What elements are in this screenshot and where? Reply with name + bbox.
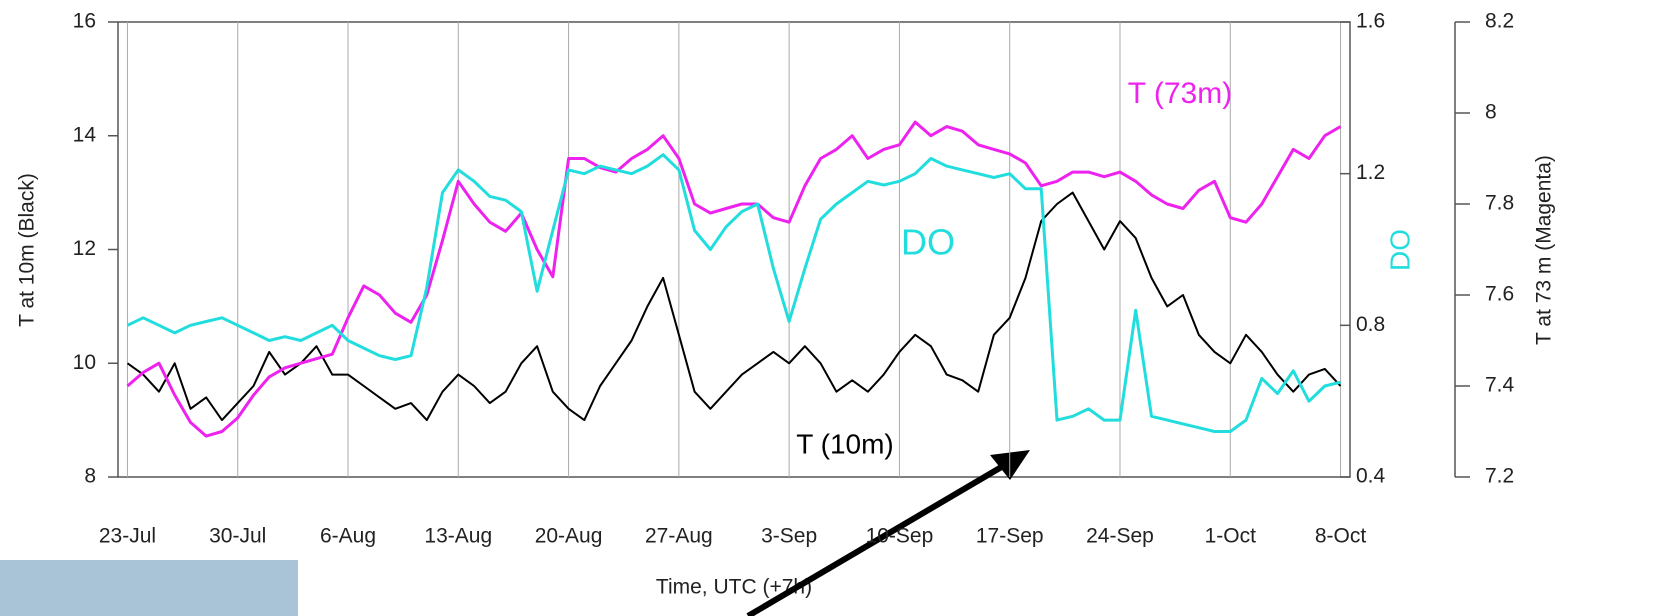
y3-tick-label: 7.6 (1485, 283, 1514, 306)
x-tick-label: 13-Aug (424, 525, 492, 548)
y3-tick-label: 7.8 (1485, 192, 1514, 215)
series-line (126, 191, 1342, 422)
y2-tick-label: 1.2 (1356, 161, 1385, 184)
series-line (126, 120, 1342, 438)
x-tick-label: 30-Jul (209, 525, 266, 548)
series-label: DO (901, 222, 955, 263)
x-tick-label: 24-Sep (1086, 525, 1154, 548)
series-line (126, 153, 1341, 433)
y3-tick-label: 7.2 (1485, 465, 1514, 488)
series-label: T (73m) (1128, 77, 1232, 110)
arrow-shaft (746, 459, 1012, 616)
y2-tick-label: 0.8 (1356, 313, 1385, 336)
x-tick-label: 23-Jul (99, 525, 156, 548)
y-tick-label: 14 (73, 123, 97, 146)
y3-tick-label: 8 (1485, 101, 1497, 124)
x-tick-label: 6-Aug (320, 525, 376, 548)
x-tick-label: 20-Aug (535, 525, 603, 548)
y-tick-label: 16 (73, 10, 96, 33)
y3-tick-label: 7.4 (1485, 374, 1515, 397)
y2-axis-label: DO (1384, 229, 1415, 271)
y-axis-label: T at 10m (Black) (16, 173, 39, 327)
x-tick-label: 27-Aug (645, 525, 713, 548)
x-axis-label: Time, UTC (+7h) (656, 576, 812, 599)
y-tick-label: 12 (73, 237, 96, 260)
series-label: T (10m) (796, 428, 894, 459)
x-tick-label: 8-Oct (1315, 525, 1367, 548)
y-tick-label: 10 (73, 351, 96, 374)
y3-axis-label: T at 73 m (Magenta) (1533, 155, 1556, 345)
y2-tick-label: 0.4 (1356, 465, 1386, 488)
x-tick-label: 10-Sep (866, 525, 934, 548)
photo-fragment (0, 560, 298, 616)
x-tick-label: 17-Sep (976, 525, 1044, 548)
y2-tick-label: 1.6 (1356, 10, 1385, 33)
y3-tick-label: 8.2 (1485, 10, 1514, 33)
x-tick-label: 1-Oct (1205, 525, 1257, 548)
y-tick-label: 8 (84, 465, 96, 488)
x-tick-label: 3-Sep (761, 525, 817, 548)
